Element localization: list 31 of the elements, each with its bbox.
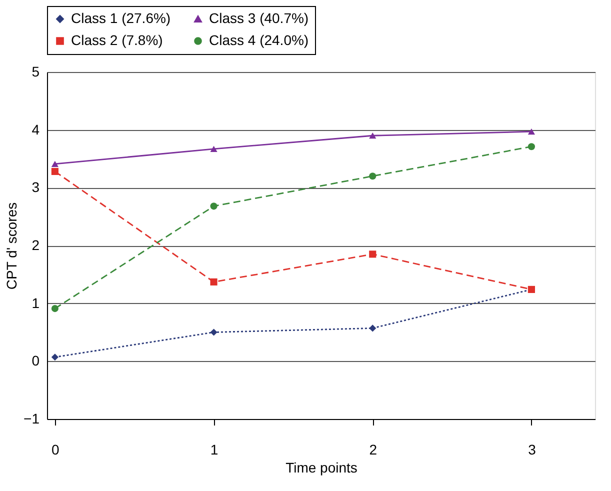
point <box>51 168 58 176</box>
y-tick-label: −1 <box>24 410 40 426</box>
point <box>369 324 376 332</box>
point <box>210 146 218 152</box>
y-axis-title: CPT d' scores <box>4 202 20 290</box>
point <box>528 143 535 150</box>
point <box>51 160 58 168</box>
y-tick-label: 0 <box>32 352 40 369</box>
legend-label: Class 4 (24.0%) <box>209 32 309 48</box>
y-tick-label: 1 <box>32 294 40 311</box>
legend-label: Class 1 (27.6%) <box>71 10 171 26</box>
point <box>210 278 218 286</box>
point <box>51 305 58 312</box>
point <box>51 354 58 361</box>
x-tick-label: 2 <box>369 442 378 458</box>
x-tick-label: 3 <box>528 442 536 458</box>
point <box>369 132 376 139</box>
point <box>369 172 376 180</box>
x-tick-label: 0 <box>52 442 60 458</box>
x-axis-title: Time points <box>286 460 358 476</box>
y-tick-label: 3 <box>32 179 40 196</box>
legend-label: Class 2 (7.8%) <box>71 32 163 48</box>
point <box>528 128 535 135</box>
legend-label: Class 3 (40.7%) <box>209 10 309 26</box>
y-tick-label: 4 <box>32 121 40 138</box>
point <box>210 328 218 336</box>
y-tick-label: 5 <box>32 64 40 80</box>
x-tick-label: 1 <box>210 442 218 458</box>
y-tick-label: 2 <box>32 237 40 253</box>
point <box>369 250 376 258</box>
point <box>210 202 218 210</box>
